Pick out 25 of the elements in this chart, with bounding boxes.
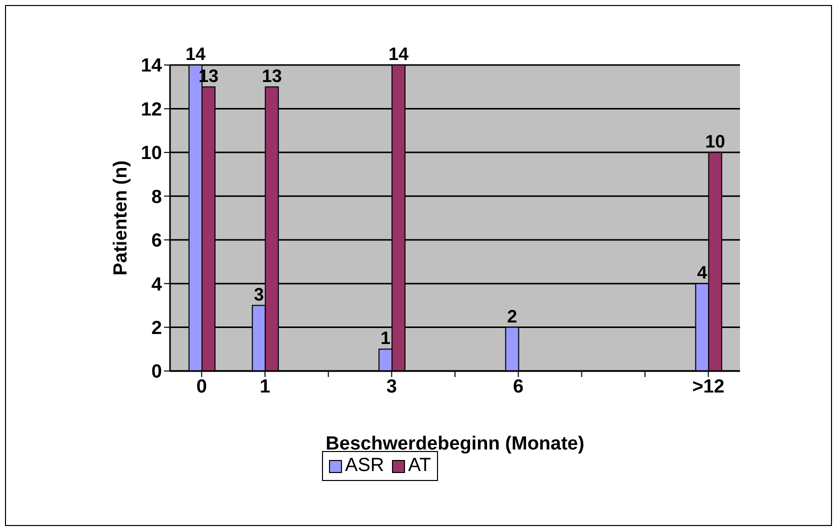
y-tick-label: 10 — [140, 143, 162, 164]
x-tick-label: 0 — [196, 376, 207, 398]
data-label: 10 — [705, 131, 726, 152]
y-tick-label: 0 — [151, 362, 162, 383]
data-label: 4 — [697, 262, 708, 283]
legend-label: AT — [407, 455, 431, 477]
data-label: 2 — [507, 306, 518, 326]
y-tick-label: 14 — [140, 56, 162, 77]
y-tick-label: 8 — [151, 186, 162, 208]
x-tick-label: 1 — [260, 376, 271, 398]
data-label: 3 — [254, 284, 264, 304]
y-tick-label: 12 — [140, 99, 162, 120]
data-label: 13 — [262, 66, 282, 86]
x-axis-title: Beschwerdebeginn (Monate) — [326, 433, 584, 454]
x-tick-label: 6 — [513, 376, 524, 398]
data-label: 1 — [380, 328, 391, 348]
y-tick-label: 4 — [151, 274, 162, 296]
x-tick-label: >12 — [692, 376, 724, 398]
legend-label: ASR — [344, 455, 384, 477]
x-tick-label: 3 — [386, 376, 397, 398]
y-tick-label: 2 — [151, 318, 162, 340]
y-tick-label: 6 — [151, 230, 162, 252]
data-label: 14 — [388, 44, 409, 64]
y-axis-title: Patienten (n) — [110, 160, 132, 276]
data-label: 14 — [185, 44, 206, 64]
